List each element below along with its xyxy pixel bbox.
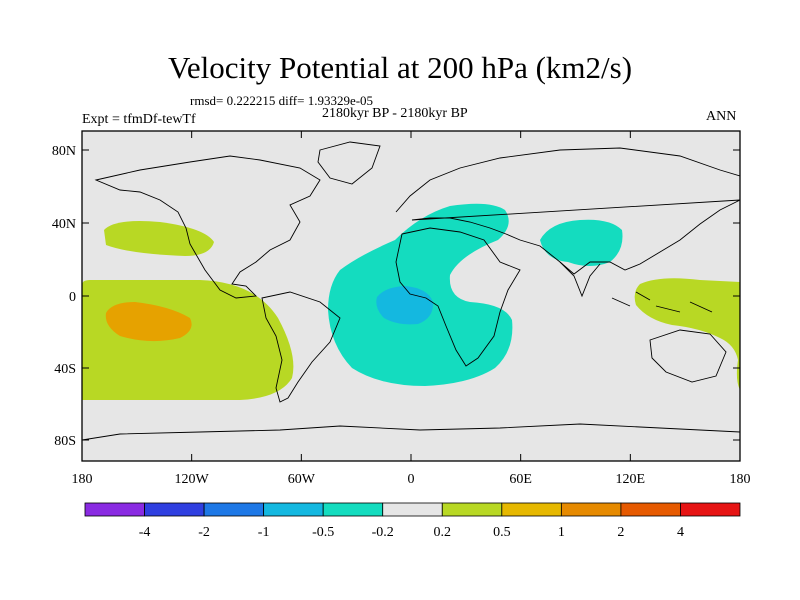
lon-tick-label: 180	[72, 472, 93, 487]
colorbar: -4 -2 -1 -0.5 -0.2 0.2 0.5 1 2 4	[84, 502, 741, 540]
lat-tick-label: 80S	[54, 434, 76, 449]
colorbar-label: 0.2	[434, 525, 452, 540]
colorbar-label: -0.2	[372, 525, 394, 540]
colorbar-label: -2	[198, 525, 210, 540]
colorbar-segment	[382, 502, 443, 517]
subtitle-text: 2180kyr BP - 2180kyr BP	[322, 106, 468, 121]
lon-tick-label: 120W	[175, 472, 210, 487]
lat-tick-label: 40S	[54, 362, 76, 377]
colorbar-label: 4	[677, 525, 684, 540]
colorbar-segment	[441, 502, 503, 517]
colorbar-label: -4	[139, 525, 151, 540]
colorbar-label: 1	[558, 525, 565, 540]
lat-tick-label: 40N	[52, 217, 76, 232]
colorbar-segment	[84, 502, 145, 517]
colorbar-segment	[620, 502, 681, 517]
positive-anomaly-region-west-pacific	[634, 278, 740, 390]
lon-tick-label: 120E	[616, 472, 646, 487]
season-label: ANN	[706, 109, 737, 124]
lon-tick-label: 60E	[509, 472, 532, 487]
coastlines	[82, 141, 740, 441]
colorbar-label: 2	[617, 525, 624, 540]
map-axis-ticks: 80N 40N 0 40S 80S 180 120W 60W 0 60E 120E 180	[52, 131, 751, 487]
lat-tick-label: 0	[69, 290, 76, 305]
colorbar-segment	[322, 502, 384, 517]
lat-tick-label: 80N	[52, 144, 76, 159]
positive-anomaly-core	[105, 302, 192, 342]
lon-tick-label: 60W	[288, 472, 316, 487]
negative-anomaly-core	[376, 286, 434, 325]
negative-anomaly-region-asia	[540, 219, 623, 266]
colorbar-label: -0.5	[312, 525, 334, 540]
colorbar-segment	[680, 502, 741, 517]
experiment-label: Expt = tfmDf-tewTf	[82, 112, 196, 127]
colorbar-segment	[501, 502, 562, 517]
lon-tick-label: 180	[730, 472, 751, 487]
colorbar-label: -1	[258, 525, 270, 540]
stats-text: rmsd= 0.222215 diff= 1.93329e-05	[190, 93, 374, 108]
colorbar-segment	[263, 502, 324, 517]
colorbar-label: 0.5	[493, 525, 511, 540]
colorbar-segment	[144, 502, 205, 517]
colorbar-segment	[203, 502, 265, 517]
map-title: Velocity Potential at 200 hPa (km2/s)	[167, 50, 633, 85]
colorbar-segment	[560, 502, 622, 517]
lon-tick-label: 0	[408, 472, 415, 487]
map-panel	[82, 131, 740, 461]
